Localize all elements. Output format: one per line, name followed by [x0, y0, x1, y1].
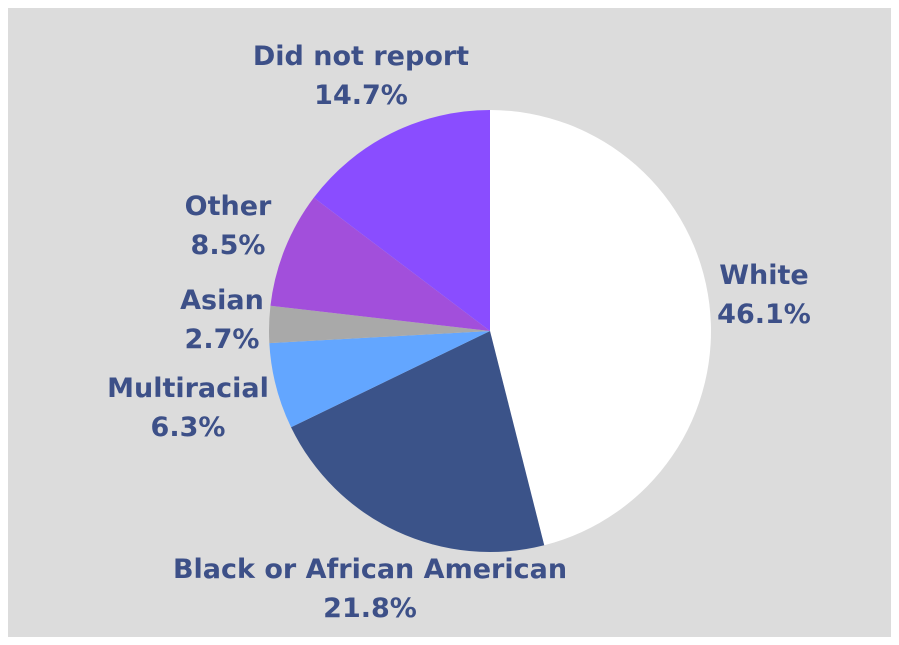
pie-slice-asian: [268, 305, 490, 344]
label-black-value: 21.8%: [323, 593, 417, 624]
pie-slice-did-not-report: [313, 110, 490, 331]
label-white-name: White: [719, 260, 808, 291]
pie-slice-other: [270, 197, 490, 331]
pie-slice-multiracial: [269, 331, 490, 428]
label-black-name: Black or African American: [173, 554, 567, 585]
pie-chart: White 46.1% Black or African American 21…: [107, 41, 811, 624]
pie-slice-black-or-african-american: [291, 331, 545, 552]
pie-slices: [268, 110, 711, 552]
slice-labels: White 46.1% Black or African American 21…: [107, 41, 811, 624]
chart-frame: White 46.1% Black or African American 21…: [8, 8, 891, 637]
label-multiracial-value: 6.3%: [151, 412, 226, 443]
label-did-not-report-name: Did not report: [253, 41, 469, 72]
label-did-not-report-value: 14.7%: [314, 80, 408, 111]
label-white-value: 46.1%: [717, 299, 811, 330]
label-asian-name: Asian: [180, 285, 264, 316]
label-asian-value: 2.7%: [185, 324, 260, 355]
pie-slice-white: [490, 110, 711, 546]
label-multiracial-name: Multiracial: [107, 373, 269, 404]
label-other-value: 8.5%: [191, 230, 266, 261]
label-other-name: Other: [185, 191, 272, 222]
